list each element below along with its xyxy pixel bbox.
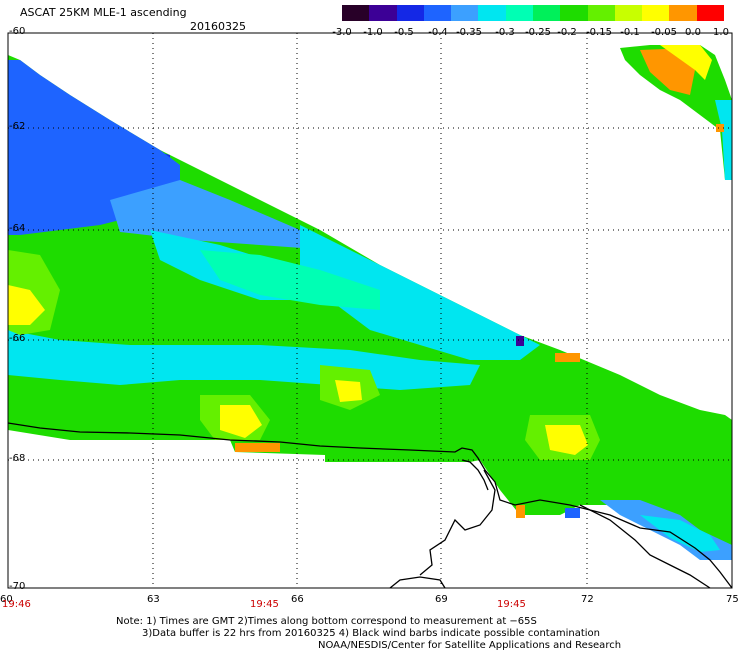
coastline-inlet xyxy=(461,459,489,491)
map-title: ASCAT 25KM MLE-1 ascending xyxy=(20,6,187,19)
swath-ne-orange-dot xyxy=(716,124,724,132)
coastline-main xyxy=(7,422,733,589)
time-label: 19:45 xyxy=(250,599,279,610)
longitude-label: 66 xyxy=(291,594,304,605)
longitude-label: 60 xyxy=(0,594,13,605)
swath-aqua xyxy=(200,250,380,310)
colorbar-swatch-7 xyxy=(532,5,561,21)
swath-yellow-east xyxy=(545,425,588,455)
colorbar-swatch-1 xyxy=(369,5,397,21)
swath-cyan-band xyxy=(300,225,540,360)
swath-ne-cyan xyxy=(715,100,732,180)
coastline-south xyxy=(389,576,446,589)
latitude-label: -60 xyxy=(9,26,26,37)
data-swaths xyxy=(8,45,732,560)
swath-yellow-mid xyxy=(335,380,362,402)
colorbar-swatch-6 xyxy=(505,5,533,21)
colorbar-swatch-8 xyxy=(560,5,588,21)
colorbar-swatch-13 xyxy=(696,5,724,21)
swath-cyan-tail xyxy=(640,515,720,552)
colorbar-swatch-9 xyxy=(587,5,615,21)
swath-orange-east xyxy=(555,353,580,362)
latitude-label: -62 xyxy=(9,121,26,132)
swath-orange-south xyxy=(235,443,280,452)
map-frame xyxy=(7,32,733,589)
time-label: 19:45 xyxy=(497,599,526,610)
colorbar-swatch-0 xyxy=(342,5,370,21)
longitude-label: 63 xyxy=(147,594,160,605)
colorbar-swatch-12 xyxy=(669,5,697,21)
colorbar xyxy=(342,5,724,21)
colorbar-swatch-3 xyxy=(423,5,452,21)
swath-orange-dot xyxy=(516,505,525,518)
graticule xyxy=(8,33,732,588)
swath-blue-outer xyxy=(8,60,180,235)
latitude-label: -68 xyxy=(9,453,26,464)
swath-blue-dot xyxy=(565,508,580,518)
coastline-east xyxy=(579,504,711,589)
swath-ne-yellow xyxy=(660,45,712,80)
longitude-label: 69 xyxy=(435,594,448,605)
latitude-label: -66 xyxy=(9,333,26,344)
swath-yellow-west xyxy=(8,285,45,325)
note-line-1: Note: 1) Times are GMT 2)Times along bot… xyxy=(116,616,537,627)
longitude-label: 72 xyxy=(581,594,594,605)
map-date: 20160325 xyxy=(190,20,246,33)
latitude-label: -70 xyxy=(9,581,26,592)
coastline xyxy=(7,422,733,589)
colorbar-swatch-4 xyxy=(451,5,479,21)
longitude-label: 75 xyxy=(726,594,739,605)
latitude-label: -64 xyxy=(9,223,26,234)
swath-yellow-south xyxy=(220,405,262,438)
swath-light-blue xyxy=(110,180,330,250)
colorbar-swatch-11 xyxy=(642,5,670,21)
time-label: 19:46 xyxy=(2,599,31,610)
note-line-3: NOAA/NESDIS/Center for Satellite Applica… xyxy=(318,640,622,651)
colorbar-swatch-5 xyxy=(478,5,506,21)
coastline-amery xyxy=(419,469,496,576)
swath-violet-dot xyxy=(516,336,524,346)
note-line-2: 3)Data buffer is 22 hrs from 20160325 4)… xyxy=(142,628,600,639)
colorbar-swatch-2 xyxy=(396,5,424,21)
colorbar-swatch-10 xyxy=(614,5,643,21)
